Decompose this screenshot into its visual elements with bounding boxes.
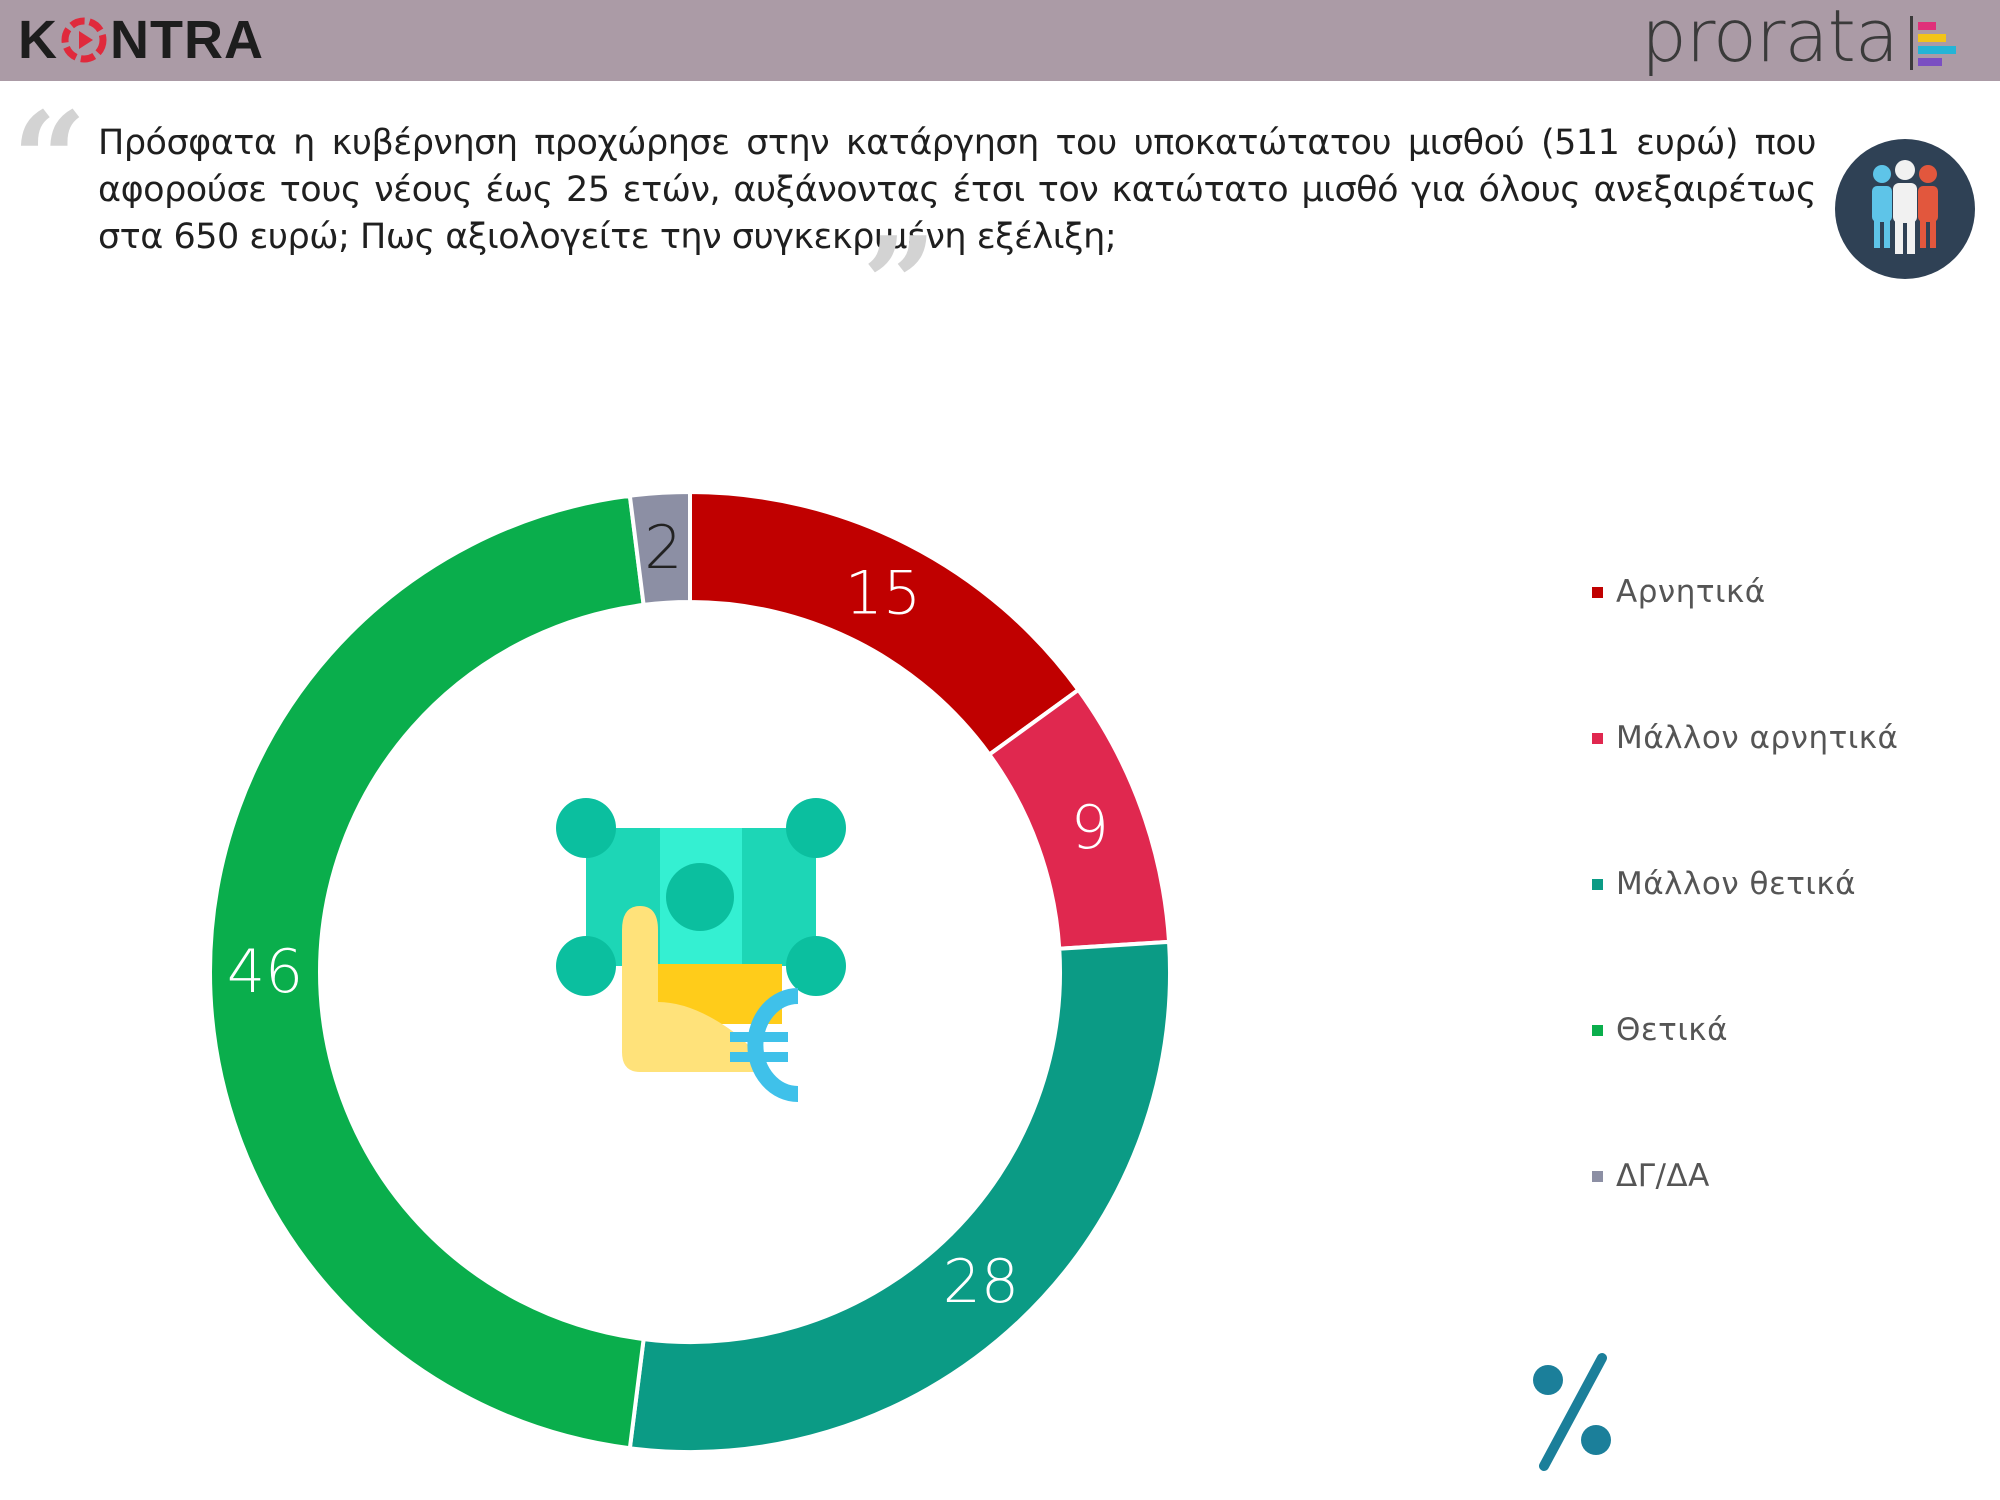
slice-value-label: 46 xyxy=(227,937,303,1007)
legend-swatch xyxy=(1592,586,1603,598)
legend-label: Μάλλον θετικά xyxy=(1616,866,1857,902)
legend-swatch xyxy=(1592,732,1603,744)
slice-value-label: 2 xyxy=(644,513,682,583)
percent-icon xyxy=(1533,1353,1611,1471)
header-bar: K NTRA prorata xyxy=(0,0,2000,81)
donut-slice xyxy=(207,493,646,1451)
legend-item: Μάλλον αρνητικά xyxy=(1592,720,1898,756)
legend-label: ΔΓ/ΔΑ xyxy=(1616,1158,1710,1194)
question-text: Πρόσφατα η κυβέρνηση προχώρησε στην κατά… xyxy=(98,123,1817,257)
prorata-bars-icon xyxy=(1910,15,1956,70)
people-group-icon xyxy=(1835,139,1975,279)
slice-value-label: 28 xyxy=(943,1247,1019,1317)
legend-item: ΔΓ/ΔΑ xyxy=(1592,1158,1710,1194)
play-circle-icon xyxy=(61,17,107,63)
kontra-logo-k: K xyxy=(18,10,58,70)
legend-label: Αρνητικά xyxy=(1616,574,1766,610)
legend-label: Θετικά xyxy=(1616,1012,1729,1048)
prorata-logo: prorata xyxy=(1641,0,1966,81)
legend-item: Μάλλον θετικά xyxy=(1592,866,1856,902)
legend-swatch xyxy=(1592,1024,1603,1036)
donut-slice xyxy=(627,489,692,608)
slice-value-label: 9 xyxy=(1071,793,1109,863)
prorata-wordmark: prorata xyxy=(1641,0,1899,78)
legend-swatch xyxy=(1592,878,1603,890)
legend-item: Αρνητικά xyxy=(1592,574,1766,610)
legend-label: Μάλλον αρνητικά xyxy=(1616,720,1899,756)
legend-swatch xyxy=(1592,1170,1603,1182)
kontra-logo: K NTRA xyxy=(18,10,264,70)
closing-quote-icon: ” xyxy=(862,208,937,361)
money-hand-euro-icon xyxy=(556,798,846,1102)
opening-quote-icon: “ xyxy=(12,83,87,236)
slice-value-label: 15 xyxy=(845,558,921,628)
kontra-logo-rest: NTRA xyxy=(110,10,264,70)
legend-item: Θετικά xyxy=(1592,1012,1728,1048)
donut-slice xyxy=(627,939,1172,1454)
